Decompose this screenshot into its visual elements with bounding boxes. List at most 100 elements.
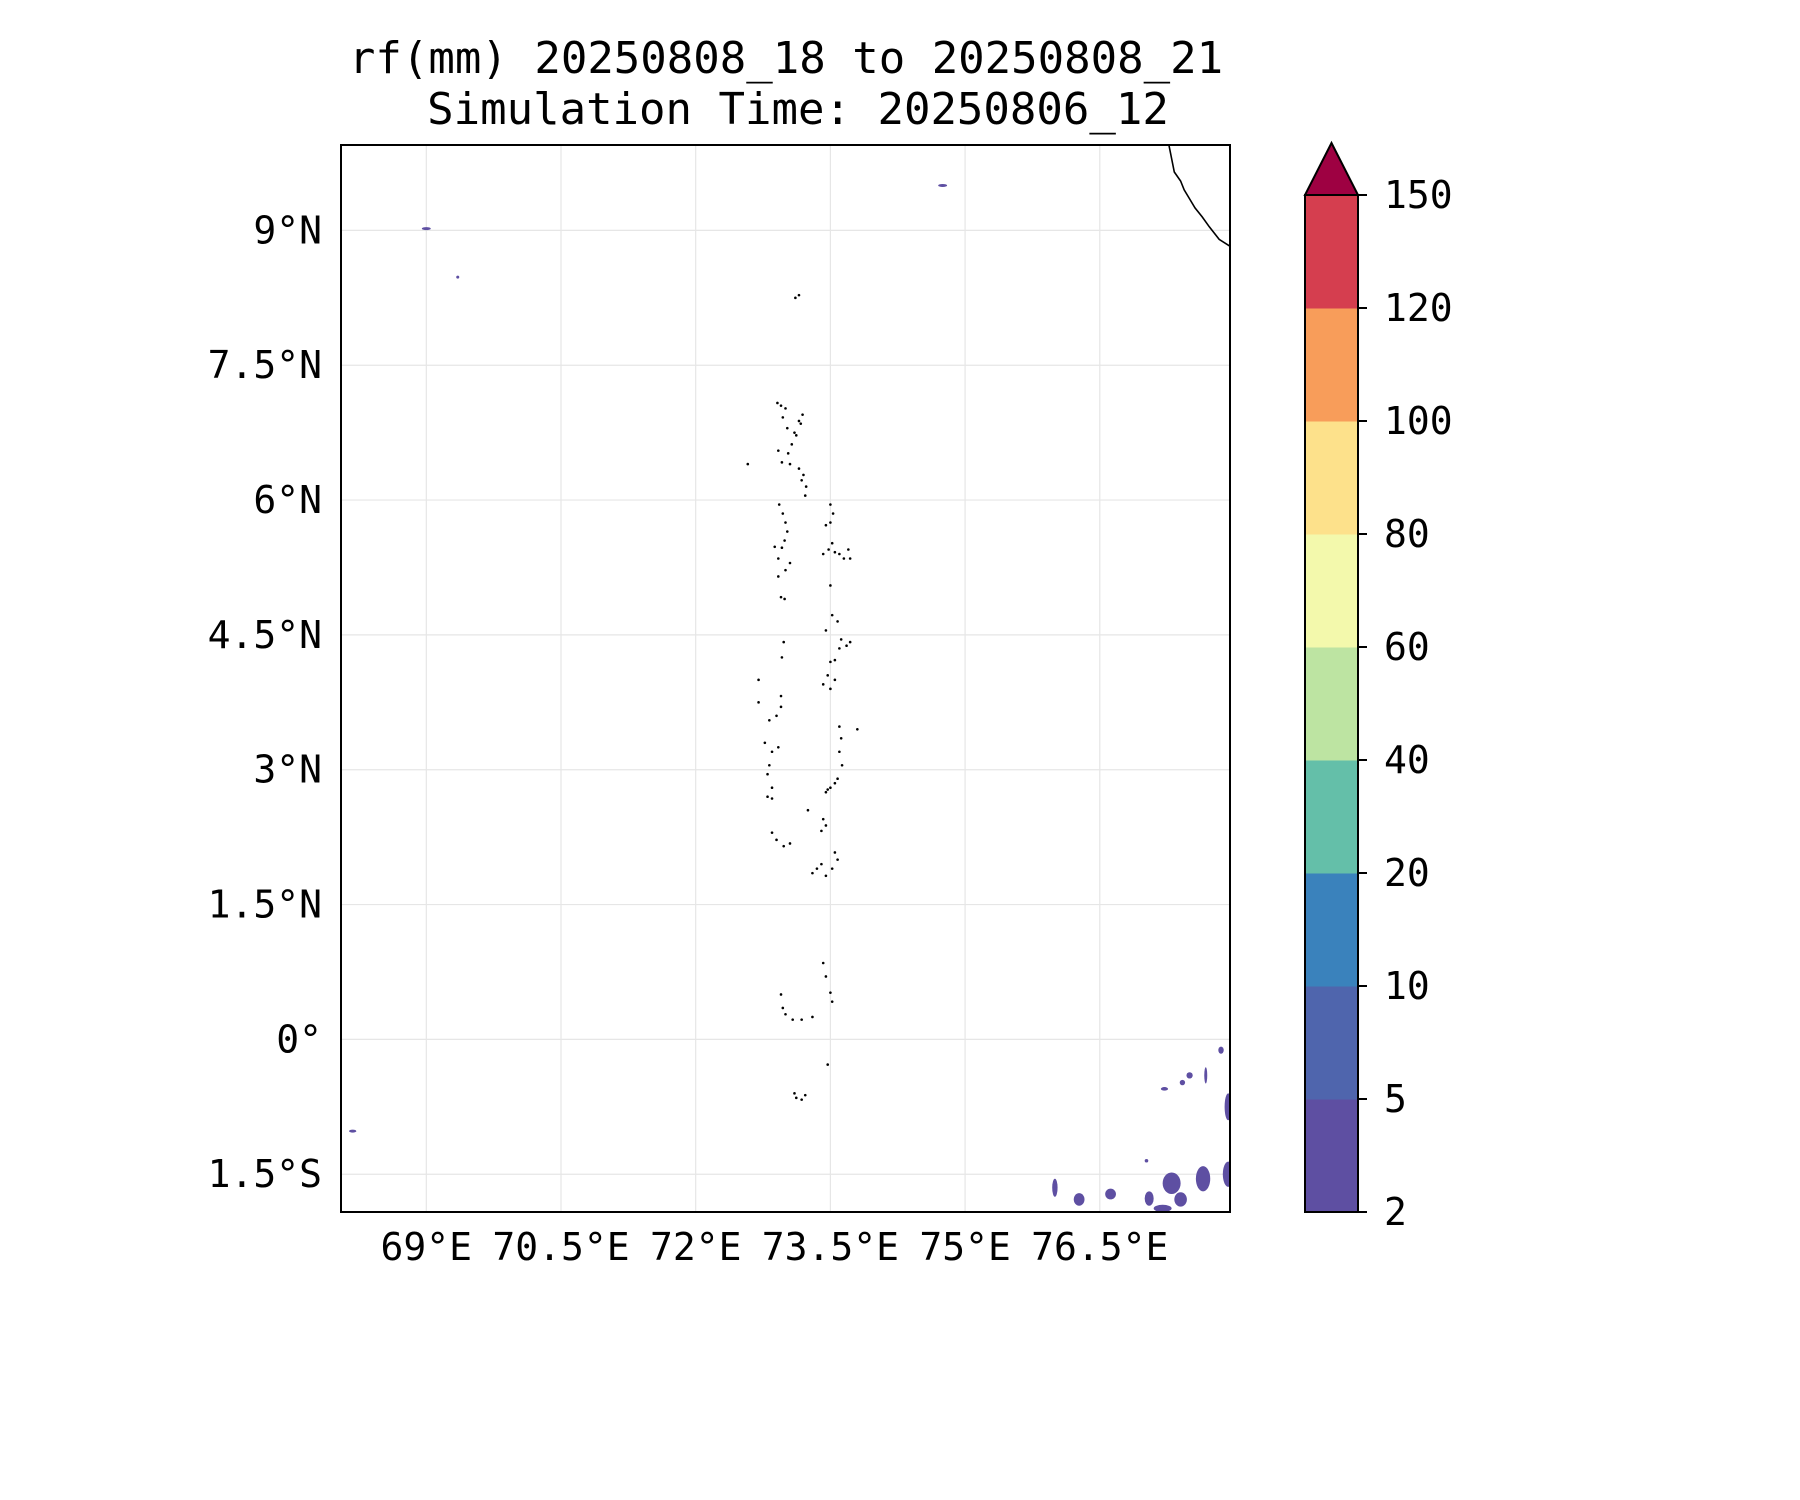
island-dot-83 [833, 781, 837, 785]
island-dot-47 [830, 541, 834, 545]
rain-patch-2 [938, 183, 948, 187]
island-dot-25 [784, 521, 787, 524]
island-dot-60 [829, 687, 832, 691]
island-dot-6 [785, 426, 789, 430]
colorbar-segment-6 [1305, 421, 1358, 535]
coastlines [746, 145, 1230, 1101]
island-dot-4 [784, 407, 787, 410]
island-dot-93 [775, 838, 778, 842]
island-dot-36 [829, 503, 832, 506]
rain-patch-17 [1218, 1046, 1224, 1054]
island-dot-19 [804, 485, 808, 488]
island-dot-13 [786, 452, 790, 455]
island-dot-54 [848, 640, 852, 644]
island-dot-10 [799, 422, 803, 425]
island-dot-38 [829, 521, 832, 524]
island-dot-11 [794, 434, 798, 437]
island-dot-55 [838, 647, 841, 650]
island-dot-37 [831, 512, 835, 515]
island-dot-8 [797, 419, 801, 423]
island-dot-34 [779, 595, 783, 599]
rain-patch-12 [1153, 1204, 1172, 1212]
island-dot-90 [820, 829, 823, 833]
island-dot-70 [763, 741, 767, 745]
rain-patch-7 [1144, 1191, 1154, 1206]
island-dot-57 [829, 660, 832, 664]
island-dot-100 [820, 862, 823, 866]
island-dot-75 [770, 786, 774, 790]
colorbar-segment-8 [1305, 195, 1358, 309]
island-dot-96 [833, 851, 837, 854]
rain-patch-11 [1222, 1161, 1230, 1187]
island-dot-0 [794, 296, 797, 300]
island-dot-62 [782, 640, 786, 644]
island-dot-50 [836, 620, 839, 623]
island-dot-27 [783, 539, 786, 542]
colorbar-extend-arrow [1303, 140, 1360, 196]
island-dot-68 [779, 705, 783, 709]
island-dot-33 [777, 575, 780, 578]
colorbar-label-4: 40 [1384, 738, 1430, 782]
x-tick-label-4: 75°E [919, 1225, 1011, 1269]
x-tick-label-1: 70.5°E [492, 1225, 629, 1269]
island-dot-53 [845, 644, 848, 647]
island-dot-17 [797, 467, 801, 470]
island-dot-72 [777, 745, 780, 749]
island-dot-44 [842, 557, 846, 560]
colorbar-label-6: 80 [1384, 512, 1430, 556]
colorbar-label-8: 120 [1384, 286, 1453, 330]
island-dot-117 [803, 1093, 807, 1097]
map-title-line-2: Simulation Time: 20250806_12 [427, 84, 1169, 135]
rain-patch-1 [456, 275, 460, 279]
island-dot-31 [784, 568, 787, 572]
rain-patch-10 [1195, 1166, 1211, 1192]
island-dot-7 [793, 431, 796, 434]
rain-patch-19 [1160, 1087, 1169, 1091]
island-dot-109 [784, 1012, 787, 1016]
x-tick-label-3: 73.5°E [762, 1225, 899, 1269]
x-tick-label-0: 69°E [381, 1225, 473, 1269]
island-dot-41 [827, 548, 830, 551]
island-dot-91 [806, 808, 810, 812]
island-dot-14 [777, 449, 780, 452]
island-dot-73 [768, 763, 771, 767]
island-dot-56 [833, 658, 837, 662]
colorbar-segment-3 [1305, 760, 1358, 874]
island-dot-82 [836, 777, 839, 781]
island-dot-78 [838, 725, 841, 728]
map-background [341, 145, 1230, 1212]
rain-patch-13 [1144, 1158, 1149, 1163]
colorbar-segment-4 [1305, 647, 1358, 761]
island-dot-40 [821, 552, 825, 556]
island-dot-32 [788, 561, 792, 565]
island-dot-113 [826, 1063, 830, 1066]
colorbar: 2 5 10 20 40 60 80 100 120 150 [1303, 140, 1453, 1234]
island-dot-76 [766, 795, 769, 799]
island-dot-42 [833, 550, 837, 554]
island-dot-20 [803, 494, 807, 497]
island-dot-102 [811, 871, 814, 875]
island-dot-65 [757, 701, 760, 704]
island-dot-79 [839, 736, 843, 740]
map-frame [340, 144, 1231, 1213]
island-dot-80 [838, 750, 841, 754]
island-dot-43 [838, 552, 841, 556]
colorbar-segment-1 [1305, 986, 1358, 1100]
y-tick-label-7: 1.5°S [208, 1152, 322, 1196]
colorbar-frame [1304, 194, 1359, 1213]
rain-patch-6 [1105, 1188, 1116, 1200]
island-dot-58 [826, 674, 830, 677]
rain-patch-16 [1179, 1079, 1186, 1086]
colorbar-label-9: 150 [1384, 173, 1453, 217]
island-dot-61 [833, 678, 837, 682]
island-dot-48 [829, 584, 832, 587]
rain-patch-15 [1186, 1072, 1193, 1079]
rainfall-contours [349, 183, 1230, 1212]
island-dot-15 [780, 461, 784, 464]
island-dot-112 [811, 1015, 814, 1019]
island-dot-45 [847, 548, 850, 551]
island-dot-3 [779, 404, 783, 407]
island-dot-108 [781, 1006, 785, 1010]
island-dot-69 [779, 694, 783, 698]
